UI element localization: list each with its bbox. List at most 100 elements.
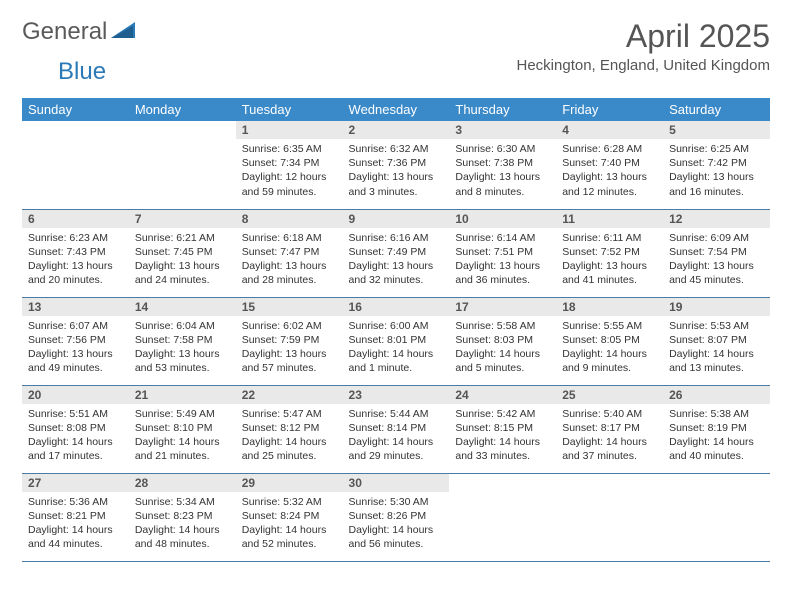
daylight-text: Daylight: 14 hours and 5 minutes. bbox=[455, 347, 550, 375]
daylight-text: Daylight: 14 hours and 17 minutes. bbox=[28, 435, 123, 463]
sunset-text: Sunset: 7:45 PM bbox=[135, 245, 230, 259]
sunset-text: Sunset: 8:24 PM bbox=[242, 509, 337, 523]
sunset-text: Sunset: 7:43 PM bbox=[28, 245, 123, 259]
sunrise-text: Sunrise: 6:11 AM bbox=[562, 231, 657, 245]
sunrise-text: Sunrise: 5:49 AM bbox=[135, 407, 230, 421]
sunset-text: Sunset: 7:56 PM bbox=[28, 333, 123, 347]
daylight-text: Daylight: 14 hours and 1 minute. bbox=[349, 347, 444, 375]
sunset-text: Sunset: 7:54 PM bbox=[669, 245, 764, 259]
calendar-cell: 16Sunrise: 6:00 AMSunset: 8:01 PMDayligh… bbox=[343, 297, 450, 385]
day-number: 2 bbox=[343, 121, 450, 139]
calendar-cell: 6Sunrise: 6:23 AMSunset: 7:43 PMDaylight… bbox=[22, 209, 129, 297]
sunrise-text: Sunrise: 5:44 AM bbox=[349, 407, 444, 421]
daylight-text: Daylight: 13 hours and 53 minutes. bbox=[135, 347, 230, 375]
calendar-cell: 1Sunrise: 6:35 AMSunset: 7:34 PMDaylight… bbox=[236, 121, 343, 209]
sunset-text: Sunset: 8:07 PM bbox=[669, 333, 764, 347]
calendar-week-row: 20Sunrise: 5:51 AMSunset: 8:08 PMDayligh… bbox=[22, 385, 770, 473]
daylight-text: Daylight: 13 hours and 28 minutes. bbox=[242, 259, 337, 287]
day-details: Sunrise: 6:23 AMSunset: 7:43 PMDaylight:… bbox=[22, 228, 129, 292]
sunrise-text: Sunrise: 6:02 AM bbox=[242, 319, 337, 333]
calendar-cell bbox=[129, 121, 236, 209]
calendar-cell: 30Sunrise: 5:30 AMSunset: 8:26 PMDayligh… bbox=[343, 473, 450, 561]
sunset-text: Sunset: 8:19 PM bbox=[669, 421, 764, 435]
sunset-text: Sunset: 7:36 PM bbox=[349, 156, 444, 170]
day-details: Sunrise: 5:36 AMSunset: 8:21 PMDaylight:… bbox=[22, 492, 129, 556]
calendar-cell: 26Sunrise: 5:38 AMSunset: 8:19 PMDayligh… bbox=[663, 385, 770, 473]
calendar-cell: 3Sunrise: 6:30 AMSunset: 7:38 PMDaylight… bbox=[449, 121, 556, 209]
day-number: 17 bbox=[449, 298, 556, 316]
logo-text-general: General bbox=[22, 18, 107, 46]
sunset-text: Sunset: 8:10 PM bbox=[135, 421, 230, 435]
day-number bbox=[449, 474, 556, 492]
calendar-cell: 24Sunrise: 5:42 AMSunset: 8:15 PMDayligh… bbox=[449, 385, 556, 473]
daylight-text: Daylight: 13 hours and 45 minutes. bbox=[669, 259, 764, 287]
sunset-text: Sunset: 8:17 PM bbox=[562, 421, 657, 435]
sunrise-text: Sunrise: 6:28 AM bbox=[562, 142, 657, 156]
sunrise-text: Sunrise: 6:14 AM bbox=[455, 231, 550, 245]
day-details: Sunrise: 6:11 AMSunset: 7:52 PMDaylight:… bbox=[556, 228, 663, 292]
day-number: 5 bbox=[663, 121, 770, 139]
day-header: Monday bbox=[129, 98, 236, 121]
sunrise-text: Sunrise: 5:38 AM bbox=[669, 407, 764, 421]
sunset-text: Sunset: 7:40 PM bbox=[562, 156, 657, 170]
calendar-cell: 2Sunrise: 6:32 AMSunset: 7:36 PMDaylight… bbox=[343, 121, 450, 209]
day-number bbox=[129, 121, 236, 139]
calendar-cell: 18Sunrise: 5:55 AMSunset: 8:05 PMDayligh… bbox=[556, 297, 663, 385]
day-details: Sunrise: 5:53 AMSunset: 8:07 PMDaylight:… bbox=[663, 316, 770, 380]
calendar-cell: 23Sunrise: 5:44 AMSunset: 8:14 PMDayligh… bbox=[343, 385, 450, 473]
day-details: Sunrise: 6:07 AMSunset: 7:56 PMDaylight:… bbox=[22, 316, 129, 380]
calendar-cell: 28Sunrise: 5:34 AMSunset: 8:23 PMDayligh… bbox=[129, 473, 236, 561]
daylight-text: Daylight: 14 hours and 9 minutes. bbox=[562, 347, 657, 375]
day-details: Sunrise: 6:21 AMSunset: 7:45 PMDaylight:… bbox=[129, 228, 236, 292]
sunset-text: Sunset: 8:01 PM bbox=[349, 333, 444, 347]
sunrise-text: Sunrise: 5:58 AM bbox=[455, 319, 550, 333]
calendar-week-row: 27Sunrise: 5:36 AMSunset: 8:21 PMDayligh… bbox=[22, 473, 770, 561]
day-details: Sunrise: 6:00 AMSunset: 8:01 PMDaylight:… bbox=[343, 316, 450, 380]
sunrise-text: Sunrise: 5:40 AM bbox=[562, 407, 657, 421]
day-details: Sunrise: 5:55 AMSunset: 8:05 PMDaylight:… bbox=[556, 316, 663, 380]
day-number: 23 bbox=[343, 386, 450, 404]
day-details bbox=[663, 492, 770, 499]
sunrise-text: Sunrise: 6:30 AM bbox=[455, 142, 550, 156]
daylight-text: Daylight: 14 hours and 37 minutes. bbox=[562, 435, 657, 463]
calendar-header-row: Sunday Monday Tuesday Wednesday Thursday… bbox=[22, 98, 770, 121]
sunrise-text: Sunrise: 6:23 AM bbox=[28, 231, 123, 245]
sunset-text: Sunset: 7:34 PM bbox=[242, 156, 337, 170]
day-number bbox=[663, 474, 770, 492]
day-details: Sunrise: 5:51 AMSunset: 8:08 PMDaylight:… bbox=[22, 404, 129, 468]
calendar-cell: 15Sunrise: 6:02 AMSunset: 7:59 PMDayligh… bbox=[236, 297, 343, 385]
day-details: Sunrise: 5:34 AMSunset: 8:23 PMDaylight:… bbox=[129, 492, 236, 556]
sunrise-text: Sunrise: 5:34 AM bbox=[135, 495, 230, 509]
sunrise-text: Sunrise: 6:16 AM bbox=[349, 231, 444, 245]
daylight-text: Daylight: 13 hours and 32 minutes. bbox=[349, 259, 444, 287]
calendar-cell: 14Sunrise: 6:04 AMSunset: 7:58 PMDayligh… bbox=[129, 297, 236, 385]
day-details: Sunrise: 6:32 AMSunset: 7:36 PMDaylight:… bbox=[343, 139, 450, 203]
sunrise-text: Sunrise: 5:30 AM bbox=[349, 495, 444, 509]
calendar-cell bbox=[556, 473, 663, 561]
sunset-text: Sunset: 7:42 PM bbox=[669, 156, 764, 170]
daylight-text: Daylight: 14 hours and 21 minutes. bbox=[135, 435, 230, 463]
calendar-cell: 10Sunrise: 6:14 AMSunset: 7:51 PMDayligh… bbox=[449, 209, 556, 297]
day-details: Sunrise: 5:40 AMSunset: 8:17 PMDaylight:… bbox=[556, 404, 663, 468]
calendar-cell: 27Sunrise: 5:36 AMSunset: 8:21 PMDayligh… bbox=[22, 473, 129, 561]
daylight-text: Daylight: 14 hours and 13 minutes. bbox=[669, 347, 764, 375]
calendar-cell: 13Sunrise: 6:07 AMSunset: 7:56 PMDayligh… bbox=[22, 297, 129, 385]
day-details: Sunrise: 5:30 AMSunset: 8:26 PMDaylight:… bbox=[343, 492, 450, 556]
day-details: Sunrise: 6:14 AMSunset: 7:51 PMDaylight:… bbox=[449, 228, 556, 292]
sunrise-text: Sunrise: 6:25 AM bbox=[669, 142, 764, 156]
day-number: 28 bbox=[129, 474, 236, 492]
sunrise-text: Sunrise: 6:21 AM bbox=[135, 231, 230, 245]
calendar-cell: 25Sunrise: 5:40 AMSunset: 8:17 PMDayligh… bbox=[556, 385, 663, 473]
day-details bbox=[129, 139, 236, 146]
calendar-cell: 29Sunrise: 5:32 AMSunset: 8:24 PMDayligh… bbox=[236, 473, 343, 561]
daylight-text: Daylight: 14 hours and 25 minutes. bbox=[242, 435, 337, 463]
logo-triangle-icon bbox=[111, 20, 137, 45]
day-number: 6 bbox=[22, 210, 129, 228]
calendar-cell bbox=[663, 473, 770, 561]
logo-text-blue: Blue bbox=[58, 58, 106, 85]
daylight-text: Daylight: 13 hours and 41 minutes. bbox=[562, 259, 657, 287]
day-number: 15 bbox=[236, 298, 343, 316]
sunset-text: Sunset: 7:47 PM bbox=[242, 245, 337, 259]
calendar-body: 1Sunrise: 6:35 AMSunset: 7:34 PMDaylight… bbox=[22, 121, 770, 561]
day-details bbox=[556, 492, 663, 499]
